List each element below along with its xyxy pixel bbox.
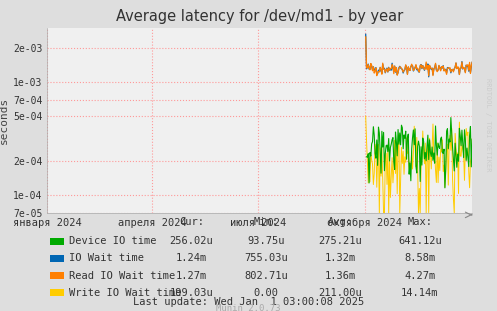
Text: 4.27m: 4.27m — [405, 271, 435, 281]
Text: Write IO Wait time: Write IO Wait time — [69, 288, 181, 298]
Text: Max:: Max: — [408, 217, 432, 227]
Y-axis label: seconds: seconds — [0, 97, 9, 144]
Text: 1.24m: 1.24m — [176, 253, 207, 263]
Text: Cur:: Cur: — [179, 217, 204, 227]
Text: 256.02u: 256.02u — [169, 236, 213, 246]
Text: Min:: Min: — [253, 217, 278, 227]
Text: Last update: Wed Jan  1 03:00:08 2025: Last update: Wed Jan 1 03:00:08 2025 — [133, 297, 364, 307]
Text: Device IO time: Device IO time — [69, 236, 156, 246]
Text: 8.58m: 8.58m — [405, 253, 435, 263]
Text: IO Wait time: IO Wait time — [69, 253, 144, 263]
Text: 0.00: 0.00 — [253, 288, 278, 298]
Title: Average latency for /dev/md1 - by year: Average latency for /dev/md1 - by year — [116, 9, 403, 24]
Text: 755.03u: 755.03u — [244, 253, 288, 263]
Text: 199.03u: 199.03u — [169, 288, 213, 298]
Text: 641.12u: 641.12u — [398, 236, 442, 246]
Text: 211.00u: 211.00u — [319, 288, 362, 298]
Text: 275.21u: 275.21u — [319, 236, 362, 246]
Text: Avg:: Avg: — [328, 217, 353, 227]
Text: Read IO Wait time: Read IO Wait time — [69, 271, 175, 281]
Text: RRDTOOL / TOBI OETIKER: RRDTOOL / TOBI OETIKER — [485, 78, 491, 171]
Text: 802.71u: 802.71u — [244, 271, 288, 281]
Text: 1.36m: 1.36m — [325, 271, 356, 281]
Text: 1.27m: 1.27m — [176, 271, 207, 281]
Text: Munin 2.0.73: Munin 2.0.73 — [216, 304, 281, 311]
Text: 93.75u: 93.75u — [247, 236, 285, 246]
Text: 14.14m: 14.14m — [401, 288, 439, 298]
Text: 1.32m: 1.32m — [325, 253, 356, 263]
